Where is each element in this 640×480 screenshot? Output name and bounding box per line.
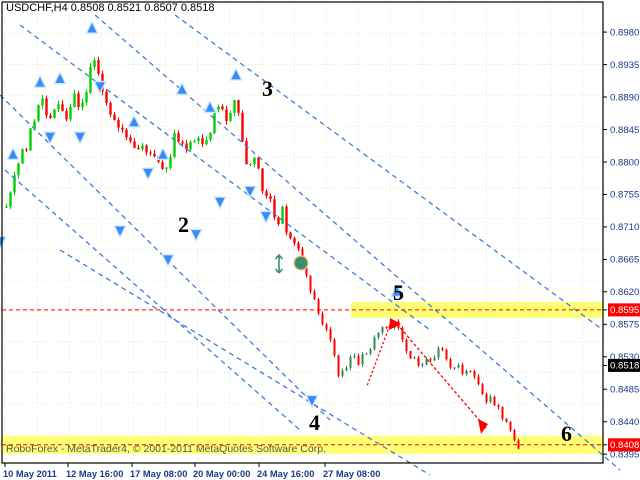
svg-text:6: 6 xyxy=(561,421,572,446)
svg-text:0.8395: 0.8395 xyxy=(610,450,639,461)
svg-text:3: 3 xyxy=(262,76,273,101)
svg-text:0.8890: 0.8890 xyxy=(610,92,639,103)
svg-text:10 May 2011: 10 May 2011 xyxy=(3,469,57,479)
svg-text:0.8845: 0.8845 xyxy=(610,125,639,136)
svg-text:0.8595: 0.8595 xyxy=(610,305,639,316)
svg-text:12 May 16:00: 12 May 16:00 xyxy=(66,469,123,479)
svg-text:0.8980: 0.8980 xyxy=(610,27,639,38)
svg-text:17 May 08:00: 17 May 08:00 xyxy=(130,469,187,479)
svg-text:0.8485: 0.8485 xyxy=(610,385,639,396)
svg-text:0.8800: 0.8800 xyxy=(610,157,639,168)
svg-text:4: 4 xyxy=(309,410,320,435)
svg-text:0.8620: 0.8620 xyxy=(610,287,639,298)
svg-text:24 May 16:00: 24 May 16:00 xyxy=(257,469,314,479)
svg-text:2: 2 xyxy=(178,212,189,237)
svg-text:27 May 08:00: 27 May 08:00 xyxy=(323,469,380,479)
svg-text:5: 5 xyxy=(393,280,404,305)
svg-text:RoboForex - MetaTrader4, © 200: RoboForex - MetaTrader4, © 2001-2011 Met… xyxy=(6,443,326,455)
svg-text:0.8665: 0.8665 xyxy=(610,255,639,266)
svg-text:USDCHF,H4 0.8508 0.8521 0.850: USDCHF,H4 0.8508 0.8521 0.8507 0.8518 xyxy=(6,2,215,14)
svg-text:0.8935: 0.8935 xyxy=(610,60,639,71)
svg-text:0.8710: 0.8710 xyxy=(610,222,639,233)
svg-text:20 May 00:00: 20 May 00:00 xyxy=(193,469,250,479)
svg-text:0.8518: 0.8518 xyxy=(610,361,639,372)
svg-text:0.8440: 0.8440 xyxy=(610,417,639,428)
svg-text:0.8755: 0.8755 xyxy=(610,190,639,201)
svg-text:0.8575: 0.8575 xyxy=(610,320,639,331)
